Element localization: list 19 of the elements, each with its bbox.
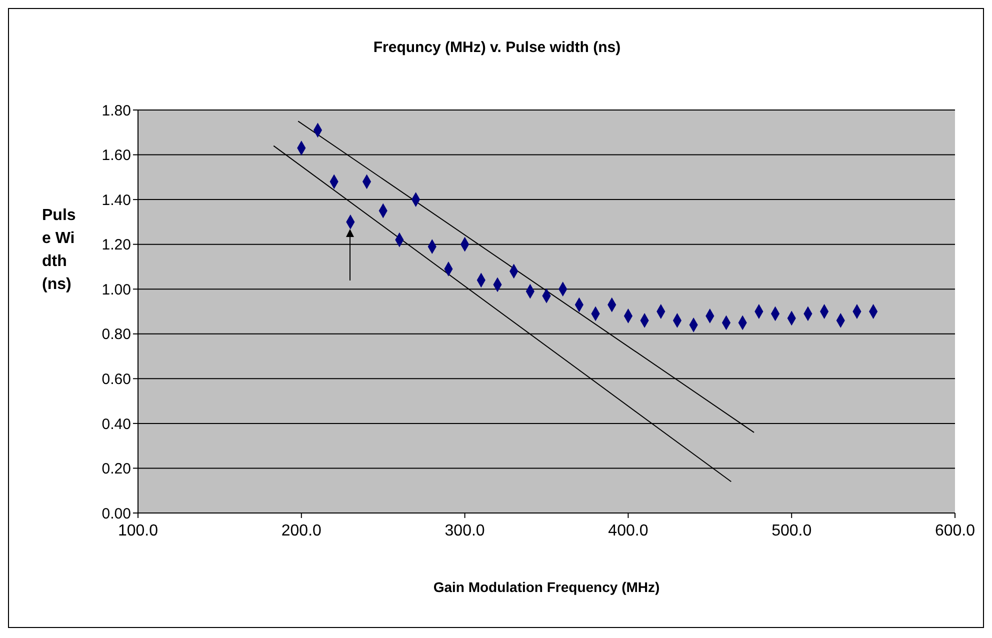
x-tick-label: 300.0 xyxy=(444,522,485,540)
y-tick-label: 1.00 xyxy=(102,281,131,298)
x-tick-label: 400.0 xyxy=(608,522,648,540)
y-tick-label: 1.20 xyxy=(102,236,131,254)
x-axis-title: Gain Modulation Frequency (MHz) xyxy=(432,579,661,595)
y-tick-label: 0.60 xyxy=(102,370,131,388)
y-tick-label: 0.40 xyxy=(102,416,131,433)
y-axis-title: Pulse Width (ns) xyxy=(42,206,76,295)
y-tick-label: 0.20 xyxy=(102,460,131,478)
x-tick-label: 200.0 xyxy=(281,522,322,540)
y-tick-label: 1.40 xyxy=(102,192,131,209)
chart-title: Frequncy (MHz) v. Pulse width (ns) xyxy=(372,39,622,56)
y-tick-label: 0.80 xyxy=(102,326,131,344)
x-tick-label: 100.0 xyxy=(118,522,158,540)
y-tick-label: 1.60 xyxy=(102,147,131,164)
y-tick-label: 0.00 xyxy=(102,505,131,522)
x-tick-label: 600.0 xyxy=(934,522,976,540)
y-tick-label: 1.80 xyxy=(102,102,131,120)
x-tick-label: 500.0 xyxy=(772,522,812,540)
